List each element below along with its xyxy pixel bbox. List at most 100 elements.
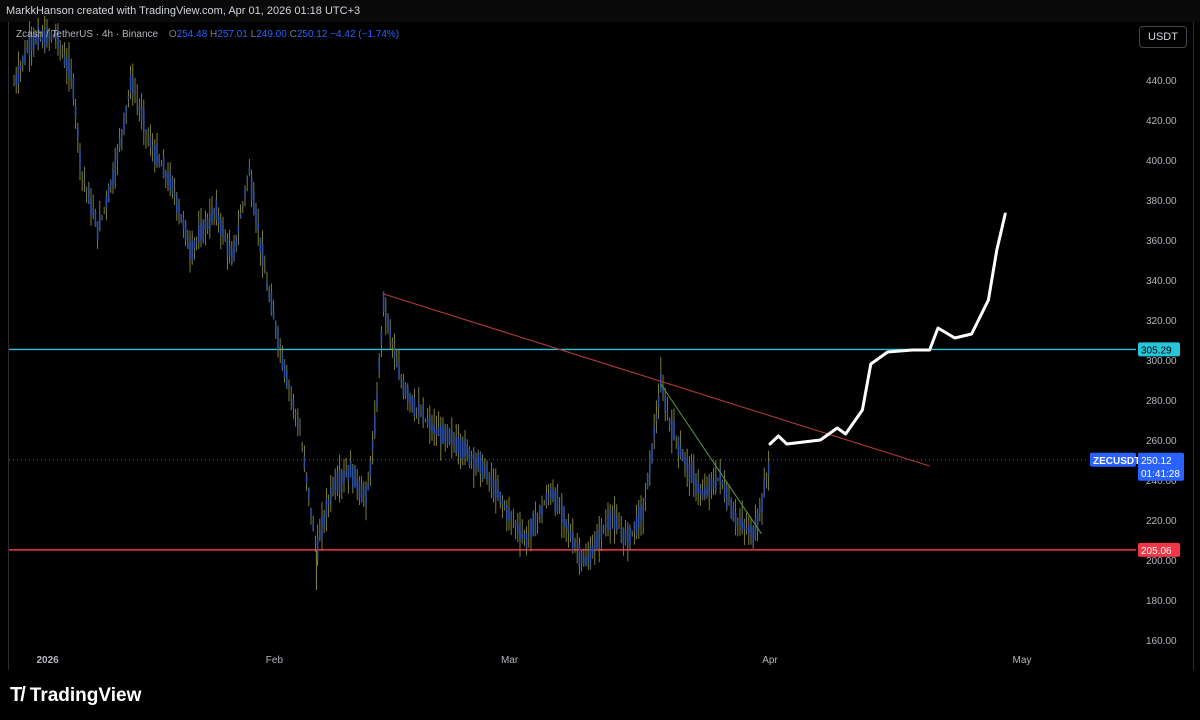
candle-body xyxy=(107,186,110,203)
candle-body xyxy=(574,540,576,548)
candle-body xyxy=(231,248,233,265)
candle-body xyxy=(671,418,673,441)
candle-body xyxy=(70,68,72,80)
candle-body xyxy=(677,437,680,456)
x-tick-label: 2026 xyxy=(36,655,59,666)
chart-frame[interactable] xyxy=(8,22,1194,670)
candle-body xyxy=(446,425,449,445)
projection-path[interactable] xyxy=(768,212,1007,446)
y-tick-label: 340.00 xyxy=(1146,276,1177,287)
candle-body xyxy=(556,490,559,512)
symbol-tag: ZECUSDT xyxy=(1093,456,1140,467)
candle-body xyxy=(134,92,136,94)
candle-body xyxy=(319,531,321,541)
candle-body xyxy=(708,476,710,496)
candle-body xyxy=(125,105,127,115)
candle-body xyxy=(270,293,273,314)
candle-body xyxy=(391,342,394,345)
candle-body xyxy=(24,50,26,63)
candle-body xyxy=(638,505,640,528)
candle-body xyxy=(341,472,343,484)
trendline[interactable] xyxy=(660,383,763,535)
candle-body xyxy=(138,106,141,111)
candle-body xyxy=(453,440,455,442)
candle-body xyxy=(323,514,325,527)
candle-body xyxy=(413,398,416,417)
candle-body xyxy=(74,105,77,118)
candle-body xyxy=(508,509,510,519)
candle-body xyxy=(541,505,543,515)
candle-body xyxy=(545,492,548,505)
candle-body xyxy=(266,281,268,291)
candle-body xyxy=(693,468,695,485)
y-tick-label: 300.00 xyxy=(1146,356,1177,367)
candle-body xyxy=(33,34,35,49)
y-tick-label: 260.00 xyxy=(1146,436,1177,447)
candle-body xyxy=(756,511,759,530)
candle-body xyxy=(666,410,669,414)
candle-body xyxy=(400,380,402,383)
candle-body xyxy=(521,532,523,537)
ohlc-change: −4.42 (−1.74%) xyxy=(330,29,400,40)
candle-body xyxy=(114,159,116,182)
candle-body xyxy=(715,474,717,491)
candle-body xyxy=(418,402,420,418)
candle-body xyxy=(679,445,682,458)
candle-body xyxy=(354,464,356,488)
y-tick-label: 360.00 xyxy=(1146,236,1177,247)
candle-body xyxy=(385,310,387,320)
candle-body xyxy=(327,500,330,505)
candle-body xyxy=(250,177,253,200)
candle-body xyxy=(514,522,517,526)
candle-body xyxy=(226,239,229,256)
candle-body xyxy=(442,421,444,444)
candle-body xyxy=(68,56,70,78)
candle-body xyxy=(187,236,189,249)
x-tick-label: Mar xyxy=(501,655,519,666)
candle-body xyxy=(761,495,763,513)
candle-body xyxy=(347,465,350,482)
candle-body xyxy=(759,505,761,514)
candle-body xyxy=(675,437,677,440)
candle-body xyxy=(726,486,728,509)
candle-body xyxy=(30,33,33,51)
y-tick-label: 380.00 xyxy=(1146,196,1177,207)
candle-body xyxy=(745,527,748,530)
candle-body xyxy=(664,396,666,413)
candle-body xyxy=(752,526,754,546)
candle-body xyxy=(151,147,154,150)
candle-body xyxy=(26,47,28,51)
candle-body xyxy=(222,225,224,237)
candle-body xyxy=(28,36,31,57)
candle-body xyxy=(673,421,675,440)
author-line: MarkkHanson created with TradingView.com… xyxy=(6,5,361,17)
candle-body xyxy=(13,83,15,85)
candle-body xyxy=(116,149,119,161)
candle-body xyxy=(754,518,757,539)
candle-body xyxy=(695,477,697,494)
candle-body xyxy=(578,543,581,567)
candle-body xyxy=(129,73,132,93)
candle-body xyxy=(609,508,611,530)
candle-body xyxy=(127,96,130,99)
candle-body xyxy=(684,456,686,465)
candle-body xyxy=(154,145,156,166)
candle-body xyxy=(215,199,218,221)
candle-body xyxy=(57,28,59,49)
candle-body xyxy=(235,235,237,247)
candle-body xyxy=(704,485,706,499)
candle-body xyxy=(737,520,739,522)
chart-canvas[interactable]: 160.00 180.00 200.00 220.00 240.00 260.00 280.… xyxy=(0,0,1200,680)
candle-body xyxy=(88,186,90,204)
candle-body xyxy=(184,221,187,240)
trendline[interactable] xyxy=(383,293,930,467)
candle-body xyxy=(734,512,737,527)
candle-body xyxy=(710,478,713,491)
candle-body xyxy=(426,418,429,425)
candle-body xyxy=(283,361,286,378)
currency-button[interactable]: USDT xyxy=(1139,26,1187,48)
candle-body xyxy=(539,506,541,518)
candle-body xyxy=(473,450,475,473)
candle-body xyxy=(198,225,200,244)
candle-body xyxy=(470,455,473,460)
